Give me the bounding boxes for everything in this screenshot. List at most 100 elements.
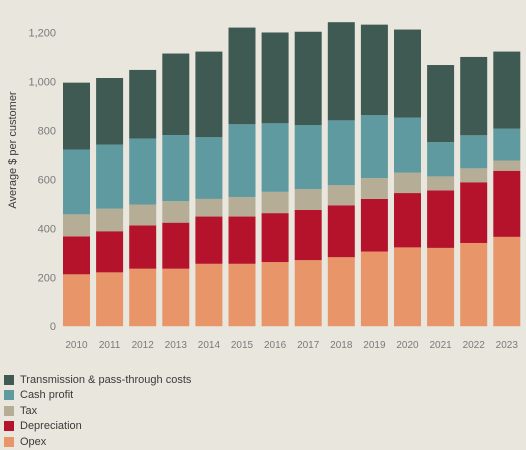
- bar-segment-tax-2022: [460, 168, 488, 183]
- bar-segment-transmission-and-pass-through-costs-2012: [129, 69, 157, 139]
- bar-segment-opex-2010: [63, 274, 90, 327]
- bar-segment-cash-profit-2013: [162, 135, 190, 202]
- bar-segment-transmission-and-pass-through-costs-2010: [63, 82, 90, 150]
- bar-segment-cash-profit-2017: [294, 125, 322, 190]
- y-tick-label: 1,200: [28, 27, 56, 39]
- bar-segment-opex-2021: [427, 247, 455, 327]
- bar-segment-opex-2012: [129, 268, 157, 327]
- bar-segment-transmission-and-pass-through-costs-2022: [460, 56, 488, 136]
- x-tick-label: 2022: [463, 340, 486, 351]
- legend-item-transmission: Transmission & pass-through costs: [4, 372, 191, 388]
- bar-segment-tax-2010: [63, 214, 90, 237]
- bar-segment-cash-profit-2021: [427, 142, 455, 177]
- x-tick-label: 2023: [496, 340, 519, 351]
- bar-segment-transmission-and-pass-through-costs-2019: [360, 24, 388, 116]
- y-tick-label: 200: [38, 272, 56, 284]
- bar-segment-depreciation-2013: [162, 222, 190, 269]
- legend-item-tax: Tax: [4, 403, 191, 419]
- legend-swatch-opex: [4, 436, 14, 447]
- bar-segment-cash-profit-2012: [129, 138, 157, 205]
- x-tick-label: 2016: [264, 340, 287, 351]
- legend-label-tax: Tax: [20, 404, 38, 417]
- bar-segment-cash-profit-2022: [460, 135, 488, 169]
- bar-segment-tax-2013: [162, 201, 190, 223]
- y-tick-label: 400: [38, 223, 56, 235]
- legend-item-cash-profit: Cash profit: [4, 388, 191, 404]
- bar-segment-depreciation-2014: [195, 216, 223, 264]
- bar-segment-tax-2020: [394, 172, 421, 194]
- bar-segment-depreciation-2010: [63, 236, 90, 275]
- bar-segment-opex-2014: [195, 263, 223, 327]
- bar-segment-opex-2020: [394, 247, 421, 327]
- bar-segment-tax-2015: [228, 196, 256, 217]
- bar-segment-opex-2013: [162, 268, 190, 327]
- bar-segment-depreciation-2018: [327, 205, 355, 258]
- legend-item-depreciation: Depreciation: [4, 419, 191, 435]
- bar-segment-depreciation-2011: [96, 231, 124, 273]
- bar-segment-opex-2023: [493, 236, 521, 327]
- bar-segment-transmission-and-pass-through-costs-2023: [493, 51, 521, 129]
- bar-segment-transmission-and-pass-through-costs-2013: [162, 53, 190, 136]
- bar-segment-opex-2017: [294, 260, 322, 327]
- legend: Transmission & pass-through costs Cash p…: [4, 372, 191, 450]
- x-tick-label: 2018: [330, 340, 353, 351]
- bar-segment-tax-2021: [427, 176, 455, 191]
- bar-segment-depreciation-2020: [394, 193, 421, 248]
- bar-segment-transmission-and-pass-through-costs-2014: [195, 51, 223, 138]
- y-axis-ticks: 0 200 400 600 800 1,000 1,200: [28, 27, 56, 333]
- x-tick-label: 2017: [297, 340, 320, 351]
- x-tick-label: 2010: [65, 340, 88, 351]
- bar-segment-opex-2015: [228, 263, 256, 327]
- legend-label-depreciation: Depreciation: [20, 420, 82, 433]
- bar-segment-depreciation-2016: [261, 213, 289, 263]
- x-tick-label: 2012: [132, 340, 155, 351]
- y-axis-title: Average $ per customer: [7, 91, 19, 209]
- bar-segment-depreciation-2012: [129, 225, 157, 269]
- x-tick-label: 2020: [396, 340, 419, 351]
- bar-segment-cash-profit-2014: [195, 137, 223, 199]
- bar-segment-tax-2019: [360, 178, 388, 199]
- bar-segment-transmission-and-pass-through-costs-2018: [327, 22, 355, 121]
- bar-segment-opex-2018: [327, 257, 355, 327]
- bar-segment-transmission-and-pass-through-costs-2016: [261, 32, 289, 124]
- bar-segment-cash-profit-2020: [394, 117, 421, 173]
- bar-segment-opex-2016: [261, 262, 289, 327]
- bar-segment-tax-2011: [96, 208, 124, 232]
- bar-segment-cash-profit-2016: [261, 123, 289, 192]
- bar-segment-transmission-and-pass-through-costs-2017: [294, 31, 322, 126]
- bar-segment-tax-2017: [294, 189, 322, 210]
- x-axis-ticks: 2010 2011 2012 2013 2014 2015 2016 2017 2018 2019…: [65, 340, 518, 351]
- bar-segment-opex-2022: [460, 242, 488, 327]
- legend-item-opex: Opex: [4, 434, 191, 450]
- bar-segment-cash-profit-2011: [96, 144, 124, 209]
- bar-segment-transmission-and-pass-through-costs-2011: [96, 78, 124, 145]
- legend-label-cash-profit: Cash profit: [20, 389, 74, 402]
- bar-segment-cash-profit-2019: [360, 115, 388, 179]
- bar-segment-transmission-and-pass-through-costs-2020: [394, 29, 421, 118]
- bar-segment-cash-profit-2023: [493, 128, 521, 161]
- bar-segment-depreciation-2022: [460, 182, 488, 243]
- bar-group: [63, 22, 521, 327]
- bar-segment-tax-2023: [493, 160, 521, 171]
- x-tick-label: 2013: [165, 340, 188, 351]
- legend-label-opex: Opex: [20, 435, 47, 448]
- bar-segment-depreciation-2021: [427, 190, 455, 248]
- bar-segment-depreciation-2023: [493, 170, 521, 237]
- legend-swatch-transmission: [4, 374, 14, 385]
- stacked-bar-chart: Average $ per customer 0 200 400 600 800 1,00…: [7, 22, 521, 351]
- bar-segment-depreciation-2015: [228, 216, 256, 264]
- bar-segment-cash-profit-2010: [63, 149, 90, 215]
- bar-segment-depreciation-2017: [294, 209, 322, 261]
- bar-segment-tax-2014: [195, 198, 223, 217]
- x-tick-label: 2021: [429, 340, 452, 351]
- legend-label-transmission: Transmission & pass-through costs: [20, 373, 192, 386]
- bar-segment-opex-2011: [96, 272, 124, 327]
- legend-swatch-tax: [4, 405, 14, 416]
- bar-segment-transmission-and-pass-through-costs-2015: [228, 27, 256, 125]
- bar-segment-opex-2019: [360, 251, 388, 327]
- bar-segment-cash-profit-2015: [228, 124, 256, 197]
- x-tick-label: 2019: [363, 340, 386, 351]
- x-tick-label: 2014: [198, 340, 221, 351]
- bar-segment-tax-2018: [327, 185, 355, 206]
- y-tick-label: 1,000: [28, 76, 56, 88]
